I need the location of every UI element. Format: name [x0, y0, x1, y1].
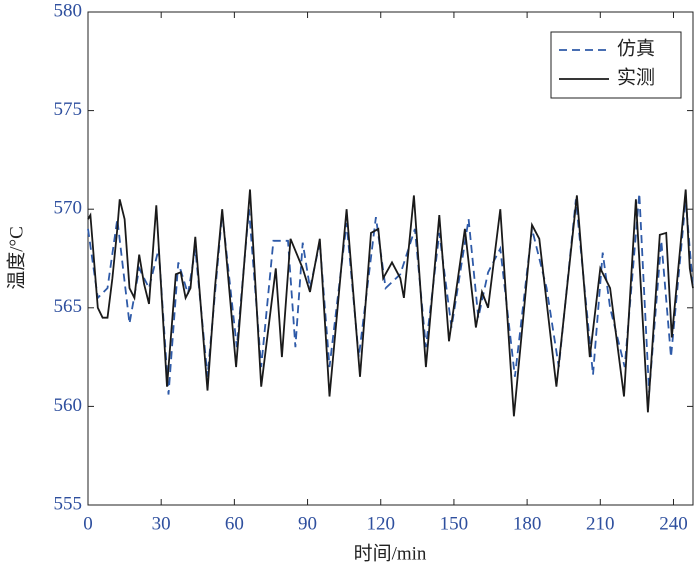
y-tick-label: 575 — [54, 99, 83, 120]
x-tick-label: 30 — [152, 513, 171, 534]
x-tick-label: 150 — [440, 513, 469, 534]
x-tick-label: 60 — [225, 513, 244, 534]
x-tick-label: 120 — [366, 513, 395, 534]
y-tick-label: 555 — [54, 493, 83, 514]
y-tick-label: 560 — [54, 395, 83, 416]
series-line — [87, 189, 694, 417]
legend-label: 实测 — [617, 66, 655, 88]
y-axis-label: 温度/°C — [5, 226, 27, 290]
y-tick-label: 565 — [54, 296, 83, 317]
series-line — [87, 193, 694, 395]
y-tick-label: 570 — [54, 198, 83, 219]
x-tick-label: 240 — [659, 513, 688, 534]
y-tick-label: 580 — [54, 0, 83, 21]
x-tick-label: 210 — [586, 513, 615, 534]
legend-box — [550, 31, 682, 99]
x-axis-label: 时间/min — [354, 542, 427, 564]
legend-label: 仿真 — [617, 37, 655, 59]
plot-frame — [87, 11, 694, 506]
x-tick-label: 180 — [513, 513, 542, 534]
x-tick-label: 0 — [83, 513, 93, 534]
x-tick-label: 90 — [298, 513, 317, 534]
